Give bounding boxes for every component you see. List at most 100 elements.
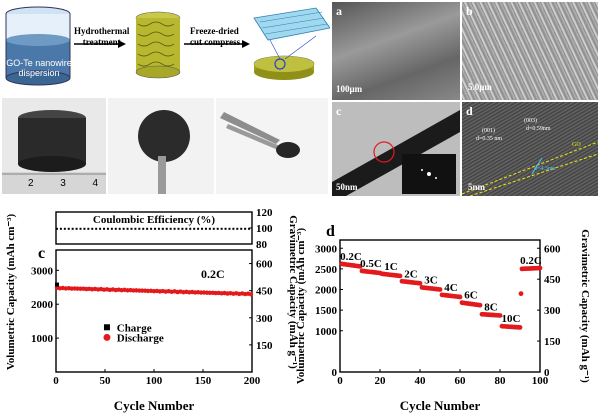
efficiency-point [134, 227, 137, 230]
micrograph-c-letter: c [336, 104, 342, 118]
micrograph-b-letter: b [466, 4, 473, 18]
panel-d-ylabel-left: Volumetric Capacity (mAh cm⁻³) [295, 228, 307, 385]
legend-charge-label: Charge [117, 322, 152, 334]
rate-point [477, 302, 483, 308]
efficiency-point [165, 227, 168, 230]
efficiency-point [181, 227, 184, 230]
step2-label: Freeze-dried cut compress [190, 26, 240, 48]
efficiency-point [75, 227, 78, 230]
efficiency-point [59, 227, 62, 230]
legend-discharge-label: Discharge [117, 332, 164, 344]
rate-label: 3C [424, 274, 438, 286]
panel-c-ytick-label: 1000 [31, 333, 54, 345]
panel-d-ytick-label: 0 [332, 367, 338, 379]
panel-c-xtick-label: 100 [146, 375, 163, 387]
efficiency-point [71, 227, 74, 230]
step1-line1: Hydrothermal [74, 26, 130, 36]
efficiency-point [130, 227, 133, 230]
efficiency-point [244, 227, 247, 230]
photo-disc-drawing [108, 98, 214, 194]
panel-d-ytick-label: 1500 [315, 305, 338, 317]
efficiency-point [240, 227, 243, 230]
efficiency-point [95, 227, 98, 230]
photo-flexible-drawing [216, 98, 328, 194]
rate-point [457, 294, 463, 300]
beaker-label: GO-Te nanowire dispersion [2, 58, 76, 78]
rate-label: 0.5C [360, 258, 382, 270]
rate-point [437, 287, 443, 292]
photo-disc [108, 98, 214, 194]
efficiency-point [126, 227, 129, 230]
efficiency-point [79, 227, 82, 230]
efficiency-point [185, 227, 188, 230]
efficiency-point [142, 227, 145, 230]
panel-d-ytick-right-label: 150 [544, 336, 561, 348]
efficiency-point [146, 227, 149, 230]
panel-c-ytick-label: 3000 [31, 265, 54, 277]
panel-d-xtick-label: 40 [415, 375, 427, 387]
panel-d-ytick-right-label: 300 [544, 305, 561, 317]
panel-d-xtick-label: 80 [495, 375, 507, 387]
micrograph-a-scale: 100μm [336, 84, 363, 94]
panel-d-xtick-label: 100 [532, 375, 549, 387]
efficiency-point [169, 227, 172, 230]
micrograph-d: d (001) d=0.35 nm (003) d=0.59nm d=4.3nm… [462, 102, 598, 196]
panel-c-letter: c [38, 245, 45, 262]
schematic-drawing [5, 6, 331, 86]
rate-point [497, 313, 503, 318]
photo-flexible [216, 98, 328, 194]
panel-d-ytick-right-label: 450 [544, 274, 561, 286]
panel-c-ytick-right-label: 600 [256, 259, 273, 271]
panel-d-xtick-label: 60 [455, 375, 467, 387]
micrograph-b: b 5.0μm [462, 2, 598, 100]
efficiency-point [63, 227, 66, 230]
efficiency-point [153, 227, 156, 230]
micrograph-c: c 50nm [332, 102, 460, 196]
panel-d-ytick-right-label: 0 [544, 367, 550, 379]
efficiency-point [232, 227, 235, 230]
panel-c-rate-label: 0.2C [201, 267, 225, 281]
schematic-area: GO-Te nanowire dispersion Hydrothermal t… [0, 0, 331, 96]
discharge-point [248, 292, 254, 297]
ruler-tick-4: 4 [92, 178, 98, 189]
micrograph-d-ann1: (001) [482, 128, 495, 134]
step2-line1: Freeze-dried [190, 26, 239, 36]
charge-point [54, 282, 59, 287]
efficiency-point [216, 227, 219, 230]
efficiency-point [106, 227, 109, 230]
rate-label: 2C [404, 268, 418, 280]
rate-label: 8C [484, 301, 498, 313]
rate-point [537, 265, 543, 271]
ruler-ticks: 2 3 4 [28, 178, 98, 189]
efficiency-point [173, 227, 176, 230]
micrograph-d-ann2: (003) [524, 118, 537, 124]
micrograph-a-letter: a [336, 4, 342, 18]
efficiency-point [193, 227, 196, 230]
micrograph-d-letter: d [466, 104, 473, 118]
efficiency-point [55, 227, 58, 230]
efficiency-point [118, 227, 121, 230]
beaker-label-line2: dispersion [18, 68, 60, 78]
micrograph-d-drawing [462, 141, 598, 196]
efficiency-point [204, 227, 207, 230]
efficiency-point [201, 227, 204, 230]
efficiency-point [103, 227, 106, 230]
rate-label: 10C [502, 313, 521, 325]
efficiency-point [224, 227, 227, 230]
panel-d-ytick-right-label: 600 [544, 243, 561, 255]
ruler-tick-3: 3 [60, 178, 66, 189]
micrograph-d-ann2b: d=0.59nm [526, 126, 551, 132]
efficiency-point [138, 227, 141, 230]
efficiency-point [236, 227, 239, 230]
rate-label: 0.2C [520, 255, 542, 267]
rate-label: 4C [444, 282, 458, 294]
efficiency-point [157, 227, 160, 230]
panel-d-xlabel: Cycle Number [400, 398, 481, 413]
charts: Coulombic Efficiency (%)8010012010002000… [5, 207, 591, 413]
efficiency-point [91, 227, 94, 230]
rate-point [397, 273, 403, 279]
step1-line2: treatment [82, 37, 121, 47]
panel-d-xtick-label: 0 [337, 375, 343, 387]
efficiency-tick-label: 80 [256, 239, 268, 251]
panel-c-xtick-label: 150 [195, 375, 212, 387]
